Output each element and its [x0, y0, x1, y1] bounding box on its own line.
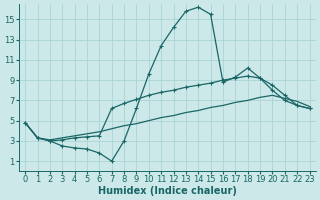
- X-axis label: Humidex (Indice chaleur): Humidex (Indice chaleur): [98, 186, 237, 196]
